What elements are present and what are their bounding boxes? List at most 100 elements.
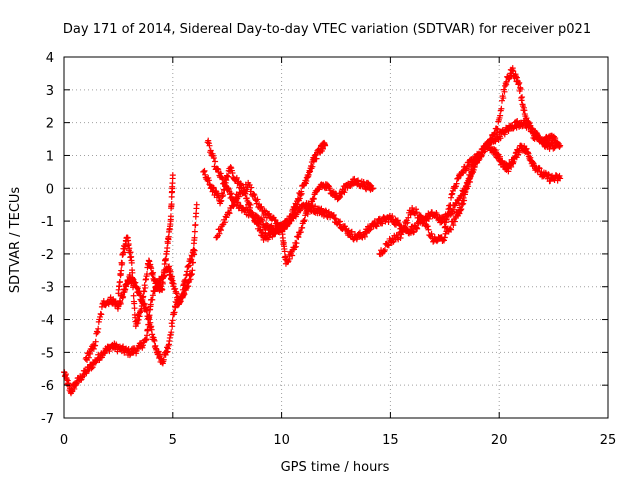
interp-point: [545, 171, 552, 178]
interp-point: [167, 213, 174, 220]
interp-point: [340, 188, 347, 195]
interp-point: [348, 228, 355, 235]
y-tick-label: -3: [41, 281, 54, 296]
interp-point: [167, 268, 174, 275]
interp-point: [218, 174, 225, 181]
interp-point: [554, 177, 561, 184]
interp-point: [367, 226, 374, 233]
interp-point: [89, 364, 96, 371]
interp-point: [222, 183, 229, 190]
interp-point: [321, 141, 328, 148]
y-tick-label: 2: [46, 117, 54, 132]
interp-point: [526, 120, 533, 127]
interp-point: [142, 336, 149, 343]
interp-point: [207, 147, 214, 154]
interp-point: [92, 338, 99, 345]
interp-point: [221, 186, 228, 193]
y-tick-label: 4: [46, 51, 54, 66]
interp-point: [93, 328, 100, 335]
interp-point: [148, 265, 155, 272]
series-track-h: [441, 65, 564, 231]
interp-point: [155, 348, 162, 355]
interp-point: [273, 220, 280, 227]
interp-point: [150, 269, 157, 276]
y-tick-label: -7: [41, 412, 54, 427]
interp-point: [488, 137, 495, 144]
y-tick-label: -4: [41, 314, 54, 329]
data-point: [441, 224, 448, 231]
interp-point: [258, 203, 265, 210]
interp-point: [265, 211, 272, 218]
interp-point: [254, 196, 261, 203]
interp-point: [325, 182, 332, 189]
interp-point: [399, 229, 406, 236]
interp-point: [545, 171, 552, 178]
interp-point: [79, 374, 86, 381]
interp-point: [223, 214, 230, 221]
interp-point: [498, 97, 505, 104]
interp-point: [444, 210, 451, 217]
interp-point: [361, 233, 368, 240]
interp-point: [434, 238, 441, 245]
interp-point: [441, 237, 448, 244]
series-track-f: [213, 175, 376, 267]
interp-point: [337, 218, 344, 225]
interp-point: [448, 191, 455, 198]
interp-point: [404, 219, 411, 226]
interp-point: [216, 230, 223, 237]
interp-point: [341, 189, 348, 196]
interp-point: [268, 222, 275, 229]
interp-point: [424, 223, 431, 230]
interp-point: [385, 241, 392, 248]
interp-point: [276, 225, 283, 232]
series-track-g: [376, 139, 564, 258]
interp-point: [414, 225, 421, 232]
interp-point: [147, 301, 154, 308]
interp-point: [449, 190, 456, 197]
interp-point: [119, 260, 126, 267]
interp-point: [297, 206, 304, 213]
interp-point: [212, 158, 219, 165]
interp-point: [478, 153, 485, 160]
interp-point: [366, 181, 373, 188]
interp-point: [335, 195, 342, 202]
interp-point: [133, 347, 140, 354]
interp-point: [310, 195, 317, 202]
interp-point: [294, 201, 301, 208]
interp-point: [292, 207, 299, 214]
interp-point: [440, 236, 447, 243]
interp-point: [168, 329, 175, 336]
interp-point: [332, 215, 339, 222]
marks-layer: [61, 65, 564, 397]
interp-point: [502, 82, 509, 89]
ticks-layer: [63, 56, 609, 419]
interp-point: [309, 163, 316, 170]
interp-point: [140, 293, 147, 300]
interp-point: [481, 148, 488, 155]
interp-point: [169, 185, 176, 192]
interp-point: [497, 112, 504, 119]
interp-point: [313, 155, 320, 162]
interp-point: [144, 327, 151, 334]
interp-point: [355, 177, 362, 184]
interp-point: [87, 350, 94, 357]
interp-point: [394, 218, 401, 225]
interp-point: [166, 263, 173, 270]
interp-point: [389, 213, 396, 220]
interp-point: [498, 105, 505, 112]
interp-point: [248, 184, 255, 191]
interp-point: [381, 246, 388, 253]
y-tick-label: 0: [46, 182, 54, 197]
y-tick-label: 3: [46, 84, 54, 99]
interp-point: [130, 292, 137, 299]
interp-point: [301, 217, 308, 224]
interp-point: [434, 211, 441, 218]
interp-point: [310, 158, 317, 165]
interp-point: [510, 68, 517, 75]
interp-point: [473, 154, 480, 161]
interp-point: [413, 206, 420, 213]
interp-point: [446, 205, 453, 212]
interp-point: [342, 223, 349, 230]
interp-point: [192, 221, 199, 228]
